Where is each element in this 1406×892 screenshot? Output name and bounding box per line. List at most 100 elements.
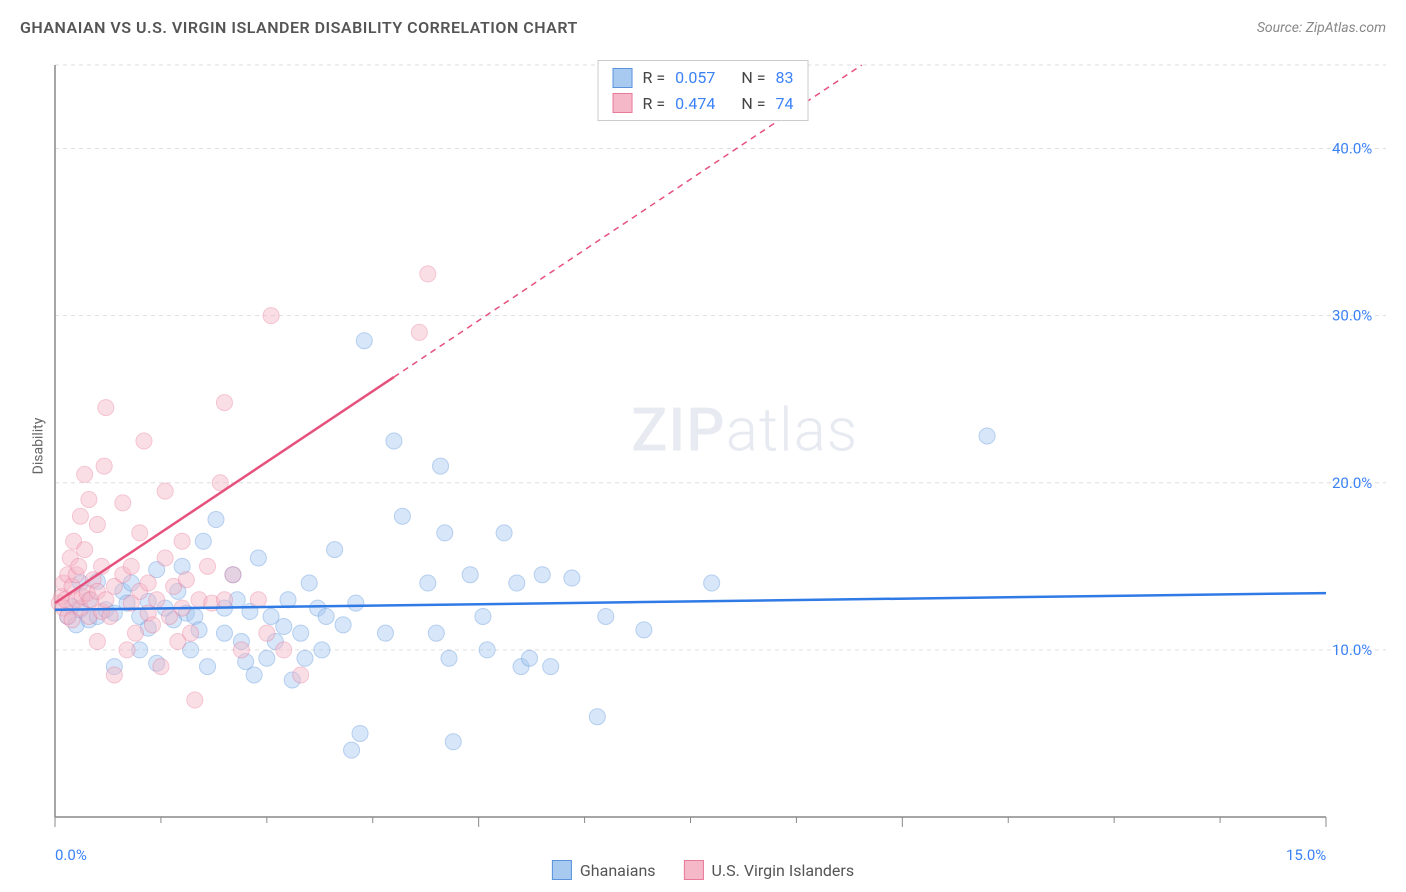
data-point: [479, 642, 495, 658]
legend-item: Ghanaians: [552, 860, 656, 880]
data-point: [216, 592, 232, 608]
trendline: [55, 593, 1326, 610]
x-tick-label: 15.0%: [1286, 846, 1326, 864]
data-point: [259, 650, 275, 666]
data-point: [81, 491, 97, 507]
data-point: [96, 458, 112, 474]
data-point: [225, 567, 241, 583]
data-point: [276, 642, 292, 658]
data-point: [475, 608, 491, 624]
data-point: [534, 567, 550, 583]
data-point: [174, 533, 190, 549]
swatch-icon: [684, 860, 704, 880]
data-point: [301, 575, 317, 591]
data-point: [216, 395, 232, 411]
data-point: [106, 667, 122, 683]
r-value: 0.057: [675, 65, 715, 91]
data-point: [344, 742, 360, 758]
stats-row: R = 0.057 N = 83: [613, 65, 794, 91]
data-point: [144, 617, 160, 633]
data-point: [445, 734, 461, 750]
data-point: [153, 659, 169, 675]
svg-text:20.0%: 20.0%: [1332, 474, 1372, 492]
r-value: 0.474: [675, 91, 715, 117]
r-label: R =: [643, 65, 666, 91]
data-point: [509, 575, 525, 591]
data-point: [77, 542, 93, 558]
data-point: [195, 533, 211, 549]
data-point: [250, 550, 266, 566]
legend-label: Ghanaians: [580, 861, 656, 880]
data-point: [178, 572, 194, 588]
n-label: N =: [741, 65, 765, 91]
stats-row: R = 0.474 N = 74: [613, 91, 794, 117]
data-point: [437, 525, 453, 541]
data-point: [250, 592, 266, 608]
data-point: [352, 725, 368, 741]
chart-title: GHANAIAN VS U.S. VIRGIN ISLANDER DISABIL…: [20, 18, 578, 37]
data-point: [522, 650, 538, 666]
data-point: [386, 433, 402, 449]
legend-item: U.S. Virgin Islanders: [684, 860, 855, 880]
data-point: [704, 575, 720, 591]
data-point: [246, 667, 262, 683]
data-point: [314, 642, 330, 658]
n-value: 74: [775, 91, 793, 117]
data-point: [377, 625, 393, 641]
data-point: [132, 525, 148, 541]
x-tick-label: 0.0%: [55, 846, 87, 864]
data-point: [157, 483, 173, 499]
data-point: [589, 709, 605, 725]
data-point: [157, 550, 173, 566]
data-point: [200, 659, 216, 675]
data-point: [115, 495, 131, 511]
data-point: [327, 542, 343, 558]
data-point: [149, 592, 165, 608]
data-point: [233, 642, 249, 658]
data-point: [433, 458, 449, 474]
scatter-plot: 10.0% 20.0% 30.0% 40.0%: [50, 55, 1386, 837]
data-point: [394, 508, 410, 524]
svg-text:40.0%: 40.0%: [1332, 140, 1372, 158]
y-axis-label: Disability: [30, 418, 46, 475]
data-point: [420, 266, 436, 282]
data-point: [280, 592, 296, 608]
swatch-icon: [552, 860, 572, 880]
legend-label: U.S. Virgin Islanders: [712, 861, 855, 880]
data-point: [543, 659, 559, 675]
bottom-legend: Ghanaians U.S. Virgin Islanders: [552, 860, 854, 880]
n-value: 83: [775, 65, 793, 91]
data-point: [259, 625, 275, 641]
swatch-icon: [613, 93, 633, 113]
svg-text:30.0%: 30.0%: [1332, 307, 1372, 325]
r-label: R =: [643, 91, 666, 117]
svg-text:10.0%: 10.0%: [1332, 641, 1372, 659]
data-point: [293, 667, 309, 683]
data-point: [496, 525, 512, 541]
swatch-icon: [613, 68, 633, 88]
data-point: [123, 558, 139, 574]
data-point: [276, 618, 292, 634]
n-label: N =: [741, 91, 765, 117]
data-point: [335, 617, 351, 633]
stats-legend-box: R = 0.057 N = 83 R = 0.474 N = 74: [598, 60, 809, 121]
data-point: [411, 324, 427, 340]
data-point: [119, 642, 135, 658]
data-point: [102, 608, 118, 624]
data-point: [200, 558, 216, 574]
data-point: [441, 650, 457, 666]
data-point: [348, 595, 364, 611]
data-point: [187, 692, 203, 708]
data-point: [297, 650, 313, 666]
data-point: [89, 634, 105, 650]
source-label: Source: ZipAtlas.com: [1257, 20, 1386, 36]
data-point: [98, 400, 114, 416]
data-point: [420, 575, 436, 591]
chart-area: 10.0%20.0%30.0%40.0% ZIPatlas: [50, 55, 1386, 837]
data-point: [72, 508, 88, 524]
data-point: [136, 433, 152, 449]
data-point: [127, 625, 143, 641]
data-point: [636, 622, 652, 638]
data-point: [598, 608, 614, 624]
data-point: [356, 333, 372, 349]
